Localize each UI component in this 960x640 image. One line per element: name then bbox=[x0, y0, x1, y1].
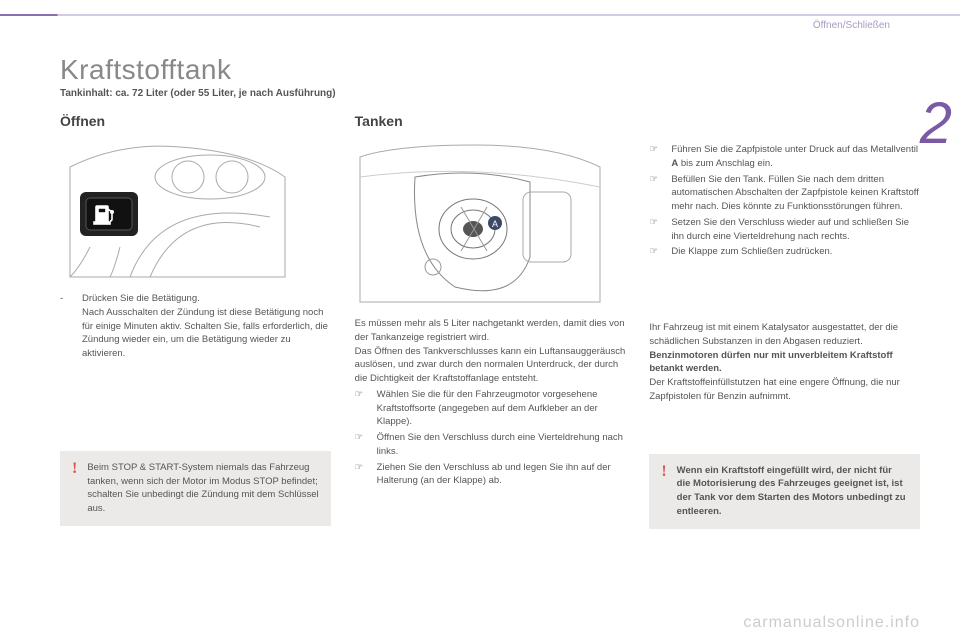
list-item: - Drücken Sie die Betätigung. Nach Aussc… bbox=[60, 292, 331, 361]
pointer-icon: ☞ bbox=[649, 216, 659, 244]
note-stop-start: ! Beim STOP & START-System niemals das F… bbox=[60, 451, 331, 526]
col-continue: ☞ Führen Sie die Zapfpistole unter Druck… bbox=[649, 113, 920, 529]
pointer-icon: ☞ bbox=[355, 431, 365, 459]
list-item: ☞ Öffnen Sie den Verschluss durch eine V… bbox=[355, 431, 626, 459]
petrol-warning: Benzinmotoren dürfen nur mit unverbleite… bbox=[649, 349, 920, 377]
catalyst-text: Ihr Fahrzeug ist mit einem Katalysator a… bbox=[649, 321, 920, 349]
header-rule bbox=[0, 14, 960, 16]
chapter-number: 2 bbox=[920, 90, 952, 157]
heading-refuel: Tanken bbox=[355, 113, 626, 129]
filler-note: Der Kraftstoffeinfüllstutzen hat eine en… bbox=[649, 376, 920, 404]
continue-steps: ☞ Führen Sie die Zapfpistole unter Druck… bbox=[649, 143, 920, 259]
warning-icon: ! bbox=[661, 464, 666, 519]
warning-icon: ! bbox=[72, 461, 77, 516]
breadcrumb: Öffnen/Schließen bbox=[813, 20, 890, 31]
note-text: Wenn ein Kraftstoff eingefüllt wird, der… bbox=[677, 464, 908, 519]
svg-text:A: A bbox=[492, 219, 498, 229]
col-open: Öffnen bbox=[60, 113, 331, 529]
list-item: ☞ Setzen Sie den Verschluss wieder auf u… bbox=[649, 216, 920, 244]
pointer-icon: ☞ bbox=[649, 143, 659, 171]
step-text: Setzen Sie den Verschluss wieder auf und… bbox=[671, 216, 920, 244]
step-text: Öffnen Sie den Verschluss durch eine Vie… bbox=[377, 431, 626, 459]
manual-page: Öffnen/Schließen 2 Kraftstofftank Tankin… bbox=[0, 0, 960, 640]
page-title: Kraftstofftank bbox=[60, 54, 920, 86]
list-item: ☞ Die Klappe zum Schließen zudrücken. bbox=[649, 245, 920, 259]
heading-open: Öffnen bbox=[60, 113, 331, 129]
col-refuel: Tanken A bbox=[355, 113, 626, 529]
bullet-marker: - bbox=[60, 292, 70, 361]
open-body: Nach Ausschalten der Zündung ist diese B… bbox=[82, 307, 328, 359]
step-text: Führen Sie die Zapfpistole unter Druck a… bbox=[671, 143, 920, 171]
step-text: Ziehen Sie den Verschluss ab und legen S… bbox=[377, 461, 626, 489]
refuel-intro-1: Es müssen mehr als 5 Liter nachgetankt w… bbox=[355, 317, 626, 345]
open-steps: - Drücken Sie die Betätigung. Nach Aussc… bbox=[60, 292, 331, 361]
subtitle: Tankinhalt: ca. 72 Liter (oder 55 Liter,… bbox=[60, 88, 920, 99]
refuel-steps: ☞ Wählen Sie die für den Fahrzeugmotor v… bbox=[355, 388, 626, 488]
refuel-intro-2: Das Öffnen des Tankverschlusses kann ein… bbox=[355, 345, 626, 386]
columns: Öffnen bbox=[60, 113, 920, 529]
list-item: ☞ Führen Sie die Zapfpistole unter Druck… bbox=[649, 143, 920, 171]
step-text: Die Klappe zum Schließen zudrücken. bbox=[671, 245, 832, 259]
list-item: ☞ Ziehen Sie den Verschluss ab und legen… bbox=[355, 461, 626, 489]
list-item: ☞ Befüllen Sie den Tank. Füllen Sie nach… bbox=[649, 173, 920, 214]
pointer-icon: ☞ bbox=[355, 461, 365, 489]
pointer-icon: ☞ bbox=[649, 173, 659, 214]
pointer-icon: ☞ bbox=[355, 388, 365, 429]
list-item: ☞ Wählen Sie die für den Fahrzeugmotor v… bbox=[355, 388, 626, 429]
step-text: Wählen Sie die für den Fahrzeugmotor vor… bbox=[377, 388, 626, 429]
figure-dashboard-button bbox=[60, 137, 331, 282]
open-step-text: Drücken Sie die Betätigung. bbox=[82, 293, 200, 304]
watermark: carmanualsonline.info bbox=[743, 614, 920, 632]
figure-fuel-cap: A bbox=[355, 137, 626, 307]
step-text: Befüllen Sie den Tank. Füllen Sie nach d… bbox=[671, 173, 920, 214]
note-wrong-fuel: ! Wenn ein Kraftstoff eingefüllt wird, d… bbox=[649, 454, 920, 529]
pointer-icon: ☞ bbox=[649, 245, 659, 259]
note-text: Beim STOP & START-System niemals das Fah… bbox=[87, 461, 318, 516]
